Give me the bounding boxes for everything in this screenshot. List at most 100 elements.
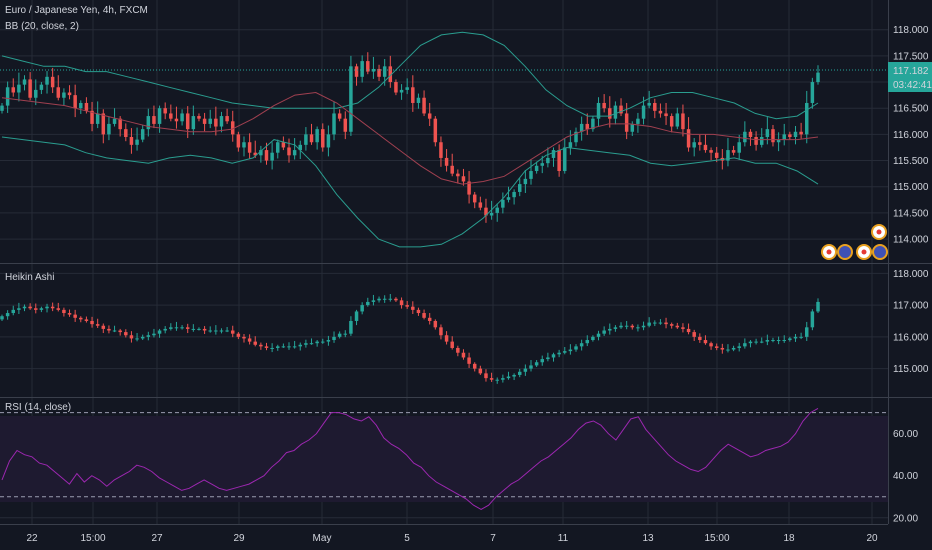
candle[interactable] (11, 309, 15, 314)
candle[interactable] (180, 327, 184, 329)
candle[interactable] (292, 150, 297, 156)
candle[interactable] (647, 322, 651, 326)
candle[interactable] (810, 82, 815, 103)
candle[interactable] (371, 300, 376, 302)
candle[interactable] (591, 118, 595, 130)
candle[interactable] (743, 343, 747, 347)
candle[interactable] (602, 102, 606, 109)
candle[interactable] (399, 89, 404, 93)
candle[interactable] (793, 131, 798, 137)
candle[interactable] (534, 165, 539, 172)
candle[interactable] (416, 309, 421, 314)
event-group-icon[interactable] (872, 244, 888, 260)
price-axis[interactable]: 118.000 117.500 117.000 116.500 116.000 115.5… (893, 25, 929, 524)
candle[interactable] (585, 123, 590, 130)
candle[interactable] (596, 333, 601, 337)
candle[interactable] (726, 150, 730, 161)
candle[interactable] (326, 134, 331, 148)
candle[interactable] (197, 116, 201, 119)
candle[interactable] (332, 336, 336, 341)
candle[interactable] (253, 152, 257, 156)
candle[interactable] (540, 359, 544, 363)
candle[interactable] (388, 298, 393, 300)
candle[interactable] (759, 137, 764, 145)
candle[interactable] (84, 102, 89, 111)
candle[interactable] (501, 199, 505, 208)
candle[interactable] (686, 129, 691, 148)
candle[interactable] (517, 371, 522, 375)
candle[interactable] (540, 163, 544, 166)
candle[interactable] (79, 317, 83, 320)
candle[interactable] (118, 118, 122, 130)
candle[interactable] (472, 194, 477, 203)
heikin-ashi-label[interactable]: Heikin Ashi (5, 272, 54, 283)
candle[interactable] (478, 202, 483, 208)
candle[interactable] (799, 131, 803, 135)
candle[interactable] (776, 139, 781, 143)
candle[interactable] (788, 338, 792, 341)
candle[interactable] (366, 61, 370, 72)
candle[interactable] (247, 338, 252, 342)
candle[interactable] (0, 316, 4, 320)
candle[interactable] (681, 113, 685, 130)
candle[interactable] (236, 333, 241, 337)
candle[interactable] (90, 110, 94, 124)
candle[interactable] (360, 61, 364, 77)
candle[interactable] (163, 328, 167, 331)
candle[interactable] (169, 113, 173, 119)
candle[interactable] (28, 79, 32, 98)
candle[interactable] (529, 365, 533, 369)
rsi-indicator-label[interactable]: RSI (14, close) (5, 402, 71, 413)
candle[interactable] (382, 66, 387, 77)
candle[interactable] (185, 327, 190, 329)
candle[interactable] (495, 207, 499, 213)
candle[interactable] (281, 346, 286, 348)
candle[interactable] (703, 340, 708, 344)
candle[interactable] (219, 330, 224, 332)
candle[interactable] (298, 144, 303, 151)
candle[interactable] (157, 330, 162, 334)
candle[interactable] (675, 113, 680, 127)
candle[interactable] (714, 346, 719, 348)
candle[interactable] (456, 347, 460, 353)
candle[interactable] (714, 152, 719, 158)
candle[interactable] (748, 341, 753, 344)
candle[interactable] (107, 123, 111, 135)
candle[interactable] (56, 308, 61, 310)
candle[interactable] (73, 314, 77, 318)
candle[interactable] (50, 76, 55, 88)
candle[interactable] (782, 340, 786, 342)
candle[interactable] (489, 212, 494, 216)
candle[interactable] (450, 165, 454, 174)
candle[interactable] (22, 79, 27, 85)
candle[interactable] (163, 108, 167, 114)
candle[interactable] (624, 325, 629, 327)
candle[interactable] (107, 328, 111, 331)
candle[interactable] (67, 92, 72, 96)
candle[interactable] (585, 340, 590, 344)
candle[interactable] (304, 343, 308, 345)
candle[interactable] (56, 87, 61, 98)
candle[interactable] (73, 95, 77, 109)
candle[interactable] (17, 308, 21, 310)
candle[interactable] (17, 84, 21, 93)
candle[interactable] (602, 330, 606, 334)
candle[interactable] (157, 108, 162, 124)
candle[interactable] (146, 335, 151, 337)
candle[interactable] (427, 113, 432, 119)
candle[interactable] (563, 351, 567, 353)
candle[interactable] (709, 343, 713, 347)
candle[interactable] (45, 306, 49, 309)
candle[interactable] (276, 346, 280, 348)
candle[interactable] (264, 150, 269, 161)
candle[interactable] (259, 344, 263, 347)
candle[interactable] (247, 142, 252, 153)
candle[interactable] (591, 336, 595, 341)
candle[interactable] (399, 300, 404, 306)
candle[interactable] (394, 298, 398, 301)
candle[interactable] (782, 134, 786, 140)
candle[interactable] (343, 333, 348, 335)
candle[interactable] (225, 116, 229, 122)
candle[interactable] (467, 181, 471, 195)
candle[interactable] (39, 308, 44, 310)
